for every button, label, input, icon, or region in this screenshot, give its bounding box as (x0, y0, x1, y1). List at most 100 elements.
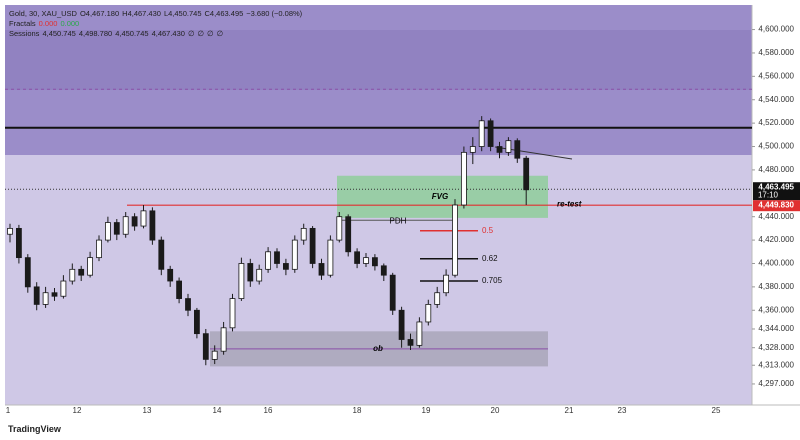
brand: TradingView (8, 424, 61, 434)
candle-body (443, 274, 450, 294)
sessions-row: Sessions 4,450.745 4,498.780 4,450.745 4,467… (9, 29, 305, 39)
candle-body (425, 304, 432, 323)
candle-body (193, 309, 200, 335)
ohlc: O4,467.180 (79, 9, 120, 18)
candle-body (211, 350, 218, 360)
candle-body (380, 265, 387, 276)
ohlc: L4,450.745 (163, 9, 202, 18)
candle-body (42, 292, 49, 305)
candle-body (416, 321, 423, 346)
candle-body (78, 268, 85, 276)
candle-body (51, 292, 58, 297)
retest-price-box (753, 200, 800, 212)
zone-label: ob (373, 344, 383, 353)
zone (337, 175, 548, 218)
candle-body (523, 157, 530, 191)
y-tick-label: 4,313.000 (758, 360, 794, 369)
candle-body (407, 339, 414, 346)
symbol: Gold, 30, XAU_USD (9, 9, 77, 18)
candle-body (149, 210, 156, 241)
value: ∅ (197, 29, 205, 38)
candle-body (131, 216, 138, 227)
x-tick-label: 23 (618, 406, 627, 415)
last-price-label: 4,463.495 (758, 182, 794, 191)
candle-body (238, 263, 245, 299)
x-tick-label: 20 (491, 406, 500, 415)
legend: Gold, 30, XAU_USD O4,467.180 H4,467.430 L4,… (9, 9, 305, 39)
candle-body (105, 222, 111, 241)
change: −3.680 (−0.08%) (246, 9, 303, 18)
candle-body (371, 257, 378, 267)
y-tick-label: 4,328.000 (758, 343, 794, 352)
value: 4,450.745 (115, 29, 149, 38)
candle-body (514, 140, 521, 159)
supply-band-inner (5, 30, 752, 90)
x-tick-label: 25 (712, 406, 721, 415)
y-tick-label: 4,400.000 (758, 259, 794, 268)
candle-body (15, 227, 22, 259)
y-tick-label: 4,344.000 (758, 324, 794, 333)
y-tick-label: 4,580.000 (758, 48, 794, 57)
value: ∅ (216, 29, 224, 38)
candle-body (202, 333, 209, 360)
value: 4,467.430 (151, 29, 185, 38)
fractals-row: Fractals 0.000 0.000 (9, 19, 305, 29)
fib-label: 0.62 (482, 254, 498, 263)
candle-body (265, 251, 272, 270)
candle-body (220, 327, 227, 352)
candle-body (460, 151, 467, 206)
y-tick-label: 4,520.000 (758, 118, 794, 127)
candle-body (167, 268, 174, 282)
symbol-row: Gold, 30, XAU_USD O4,467.180 H4,467.430 L4,… (9, 9, 305, 19)
x-tick-label: 18 (353, 406, 362, 415)
zone-label: FVG (432, 192, 448, 201)
candle-body (33, 286, 40, 305)
y-tick-label: 4,480.000 (758, 165, 794, 174)
value: ∅ (187, 29, 195, 38)
ohlc: C4,463.495 (204, 9, 244, 18)
candle-body (345, 216, 352, 253)
value: 0.000 (38, 19, 58, 28)
indicator: Sessions (9, 29, 40, 38)
candle-body (158, 239, 165, 270)
countdown: 17:10 (758, 190, 779, 199)
value: 4,498.780 (78, 29, 113, 38)
candle-body (398, 309, 405, 340)
candle-body (256, 268, 263, 282)
y-tick-label: 4,540.000 (758, 95, 794, 104)
candle-body (478, 120, 485, 147)
candle-body (336, 216, 343, 241)
fib-label: 0.5 (482, 226, 494, 235)
candle-body (185, 298, 191, 311)
candle-body (140, 210, 147, 227)
candle-body (274, 251, 280, 264)
candle-body (87, 257, 93, 276)
candle-body (487, 120, 494, 147)
x-tick-label: 1 (6, 406, 11, 415)
value: 4,450.745 (42, 29, 76, 38)
y-tick-label: 4,297.000 (758, 379, 794, 388)
candle-body (434, 292, 441, 305)
candle-body (505, 140, 512, 153)
candle-body (496, 146, 503, 153)
y-tick-label: 4,600.000 (758, 25, 794, 34)
y-tick-label: 4,380.000 (758, 282, 794, 291)
pdh-label: PDH (390, 216, 407, 225)
y-tick-label: 4,560.000 (758, 71, 794, 80)
y-tick-label: 4,500.000 (758, 142, 794, 151)
y-tick-label: 4,360.000 (758, 305, 794, 314)
candle-body (300, 227, 307, 241)
retest-label: re-test (557, 199, 582, 208)
last-price-box (753, 182, 800, 201)
candle-body (452, 204, 458, 276)
candle-body (69, 268, 76, 282)
candle-body (96, 239, 102, 259)
candle-body (282, 263, 289, 270)
candle-body (309, 227, 316, 264)
candle-body (247, 263, 254, 282)
candle-body (363, 257, 369, 264)
x-tick-label: 13 (143, 406, 152, 415)
x-tick-label: 21 (565, 406, 574, 415)
x-tick-label: 14 (213, 406, 222, 415)
